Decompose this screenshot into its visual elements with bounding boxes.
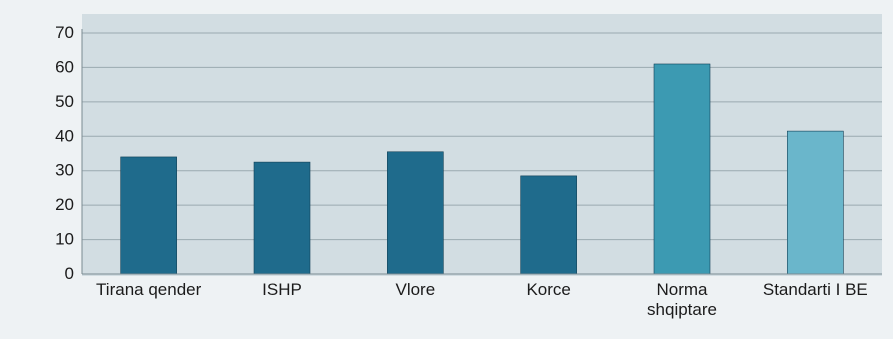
x-tick-label: shqiptare — [647, 300, 717, 319]
y-tick-label: 50 — [55, 92, 74, 111]
gridlines — [82, 32, 882, 241]
axes: 0 10 20 30 40 50 60 70 Tirana qender ISHP Vlore Kor… — [55, 23, 882, 319]
y-tick-label: 40 — [55, 126, 74, 145]
bar — [253, 161, 311, 275]
bar — [120, 156, 177, 275]
y-tick-label: 70 — [55, 23, 74, 42]
y-tick-label: 20 — [55, 195, 74, 214]
x-tick-label: ISHP — [262, 280, 302, 299]
x-tick-label: Vlore — [395, 280, 435, 299]
x-tick-label: Korce — [526, 280, 570, 299]
x-tick-label: Norma — [656, 280, 708, 299]
bar — [387, 151, 444, 275]
y-tick-label: 10 — [55, 230, 74, 249]
plot-area — [82, 14, 882, 276]
x-tick-label: Tirana qender — [96, 280, 202, 299]
y-tick-label: 30 — [55, 161, 74, 180]
y-tick-label: 0 — [65, 264, 74, 283]
bar — [653, 63, 711, 275]
bar — [520, 175, 577, 275]
x-tick-label: Standarti I BE — [763, 280, 868, 299]
y-tick-label: 60 — [55, 57, 74, 76]
bar — [787, 130, 844, 275]
